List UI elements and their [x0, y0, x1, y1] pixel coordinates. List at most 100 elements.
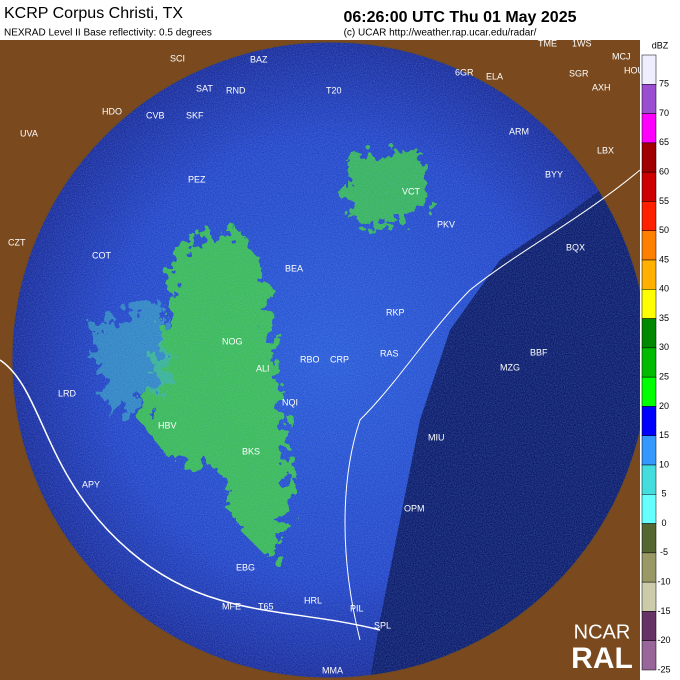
legend-swatch [641, 552, 657, 583]
station-label: SKF [186, 110, 204, 120]
station-label: CVB [146, 110, 165, 120]
station-label: LBX [597, 145, 614, 155]
legend-swatch [641, 347, 657, 378]
station-label: LRD [58, 388, 77, 398]
station-label: COT [92, 250, 112, 260]
legend-label: 60 [659, 167, 669, 177]
title: KCRP Corpus Christi, TX [4, 5, 183, 22]
station-label: RND [226, 85, 246, 95]
legend-swatch [641, 640, 657, 671]
legend-swatch [641, 84, 657, 114]
legend-swatch [641, 54, 657, 85]
legend-swatch [641, 113, 657, 144]
station-label: 6GR [455, 67, 474, 77]
legend-label: 15 [659, 430, 669, 440]
station-label: SAT [196, 83, 213, 93]
station-label: BEA [285, 263, 303, 273]
station-label: OPM [404, 503, 425, 513]
legend-label: 30 [659, 342, 669, 352]
station-label: SPL [374, 620, 391, 630]
station-label: TME [538, 38, 557, 48]
legend-swatch [641, 230, 657, 261]
legend-swatch [641, 201, 657, 231]
radar-sweep [12, 42, 648, 678]
legend-label: 50 [659, 225, 669, 235]
station-label: BKS [242, 446, 260, 456]
legend: 757065605550454035302520151050-5-10-15-2… [641, 54, 671, 674]
legend-label: 10 [659, 459, 669, 469]
station-label: NQI [282, 397, 298, 407]
station-label: AXH [592, 82, 611, 92]
station-label: MFE [222, 601, 241, 611]
legend-swatch [641, 376, 657, 407]
legend-swatch [641, 464, 657, 495]
station-label: HOU [624, 65, 644, 75]
station-label: HDO [102, 106, 122, 116]
station-label: HBV [158, 420, 177, 430]
legend-label: 75 [659, 79, 669, 89]
station-label: RAS [380, 348, 399, 358]
station-label: CZT [8, 237, 26, 247]
legend-swatch [641, 259, 657, 290]
station-label: BQX [566, 242, 585, 252]
legend-swatch [641, 406, 657, 436]
legend-label: 5 [661, 489, 666, 499]
legend-label: 45 [659, 254, 669, 264]
legend-label: -15 [657, 606, 670, 616]
station-label: EBG [236, 562, 255, 572]
station-label: MCJ [612, 51, 631, 61]
legend-label: 55 [659, 196, 669, 206]
legend-swatch [641, 611, 657, 641]
station-label: ARM [509, 126, 529, 136]
logo-bottom: RAL [571, 642, 633, 675]
station-labels: SCI BAZ SAT RND HDO CVB SKF UVA T20 6GR ELA TME 1WS M… [8, 38, 644, 675]
legend-label: -20 [657, 635, 670, 645]
station-label: ALI [256, 363, 270, 373]
station-label: PEZ [188, 174, 206, 184]
legend-label: -5 [660, 547, 668, 557]
station-label: SCI [170, 53, 185, 63]
timestamp: 06:26:00 UTC Thu 01 May 2025 [344, 9, 577, 26]
station-label: PIL [350, 603, 364, 613]
station-label: BAZ [250, 54, 268, 64]
station-label: ELA [486, 71, 503, 81]
station-label: NOG [222, 336, 243, 346]
legend-label: 25 [659, 372, 669, 382]
credit: (c) UCAR http://weather.rap.ucar.edu/rad… [344, 28, 537, 39]
station-label: VCT [402, 186, 421, 196]
station-label: T65 [258, 601, 274, 611]
legend-label: 65 [659, 137, 669, 147]
legend-label: 70 [659, 108, 669, 118]
legend-swatch [641, 142, 657, 173]
station-label: RBO [300, 354, 320, 364]
legend-label: 20 [659, 401, 669, 411]
legend-swatch [641, 289, 657, 319]
legend-swatch [641, 581, 657, 612]
legend-label: -25 [657, 664, 670, 674]
station-label: UVA [20, 128, 38, 138]
legend-swatch [641, 435, 657, 466]
legend-label: 35 [659, 313, 669, 323]
legend-swatch [641, 523, 657, 554]
legend-label: 0 [661, 518, 666, 528]
station-label: BYY [545, 169, 563, 179]
legend-swatch [641, 494, 657, 524]
legend-unit: dBZ [652, 40, 669, 50]
station-label: SGR [569, 68, 589, 78]
station-label: HRL [304, 595, 322, 605]
station-label: MIU [428, 432, 445, 442]
station-label: MZG [500, 362, 520, 372]
logo-top: NCAR [574, 621, 631, 643]
station-label: RKP [386, 307, 405, 317]
station-label: PKV [437, 219, 455, 229]
legend-swatch [641, 171, 657, 202]
station-label: CRP [330, 354, 349, 364]
station-label: APY [82, 479, 100, 489]
station-label: T20 [326, 85, 342, 95]
legend-label: -10 [657, 577, 670, 587]
subtitle: NEXRAD Level II Base reflectivity: 0.5 d… [4, 28, 212, 39]
legend-label: 40 [659, 284, 669, 294]
legend-swatch [641, 318, 657, 349]
